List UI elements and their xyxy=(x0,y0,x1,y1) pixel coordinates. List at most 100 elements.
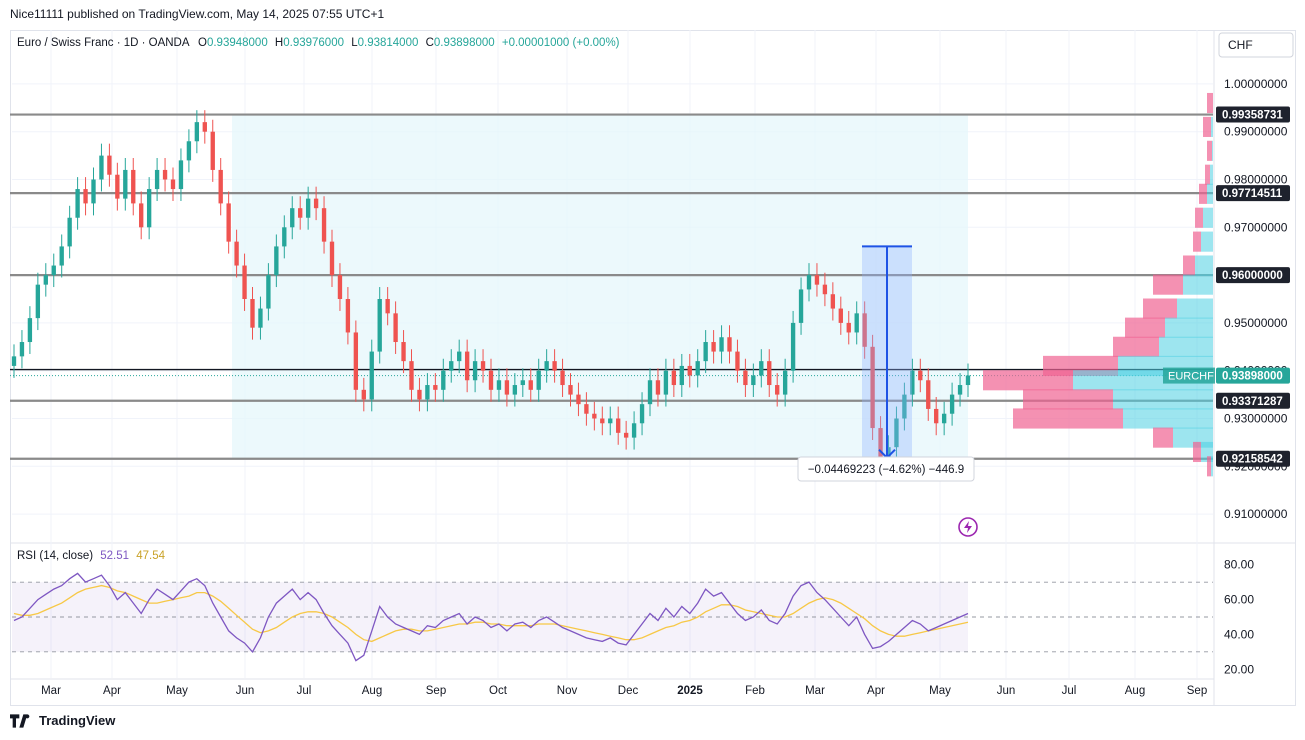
candle-body xyxy=(91,179,96,204)
x-tick-label: May xyxy=(166,685,188,697)
candle-body xyxy=(19,342,25,357)
legend-o-label: O xyxy=(198,37,207,49)
candle-body xyxy=(258,308,263,328)
volume-profile-down xyxy=(1207,140,1212,161)
symbol-tag: EURCHF xyxy=(1168,371,1214,383)
volume-profile-up xyxy=(1212,140,1213,161)
candle-body xyxy=(655,380,661,395)
x-tick-label: Aug xyxy=(1125,685,1145,697)
candle-body xyxy=(830,294,836,309)
legend-open: 0.93948000 xyxy=(207,37,268,49)
candle-body xyxy=(210,131,215,170)
candle-body xyxy=(202,122,207,132)
candle-body xyxy=(560,370,565,386)
candle-body xyxy=(226,203,231,242)
candle-body xyxy=(361,389,366,400)
legend-symbol: Euro / Swiss Franc · 1D · OANDA xyxy=(17,37,190,49)
volume-profile-down xyxy=(1193,441,1201,463)
candle-body xyxy=(759,361,764,376)
tradingview-logo-icon xyxy=(10,713,30,728)
rsi-tick-label: 80.00 xyxy=(1224,558,1254,572)
currency-button[interactable]: CHF xyxy=(1218,32,1294,58)
rsi-tick-label: 60.00 xyxy=(1224,593,1254,607)
x-tick-label: Aug xyxy=(362,685,382,697)
candle-body xyxy=(170,179,176,190)
candle-body xyxy=(115,174,120,199)
candle-body xyxy=(846,322,851,333)
level-price-label-bg xyxy=(1216,106,1290,123)
candle-body xyxy=(51,265,56,276)
rsi-legend-label: RSI (14, close) xyxy=(17,550,93,562)
current-price-label: 0.93898000 xyxy=(1222,371,1283,383)
x-tick-label: Sep xyxy=(1187,685,1207,697)
candle-body xyxy=(926,380,931,409)
candle-body xyxy=(321,208,327,242)
candle-body xyxy=(592,413,597,419)
candle-body xyxy=(329,241,335,276)
y-tick-label: 0.97000000 xyxy=(1224,220,1288,234)
candle-body xyxy=(472,361,478,381)
candle-body xyxy=(886,447,891,457)
candle-body xyxy=(345,299,351,333)
volume-profile-up xyxy=(1210,164,1213,185)
rsi-band-fill xyxy=(12,582,968,652)
level-price-label: 0.93371287 xyxy=(1222,396,1283,408)
candle-body xyxy=(631,423,637,438)
candle-body xyxy=(623,432,629,438)
footer-brand[interactable]: TradingView xyxy=(10,713,115,728)
candle-body xyxy=(313,198,319,209)
candle-body xyxy=(496,380,502,390)
candle-body xyxy=(639,404,645,424)
candle-body xyxy=(178,160,184,190)
y-tick-label: 0.99000000 xyxy=(1224,125,1288,139)
volume-profile-down xyxy=(1023,389,1113,410)
x-tick-label: Sep xyxy=(426,685,446,697)
current-price-label-bg xyxy=(1216,367,1290,384)
candle-body xyxy=(11,356,17,366)
x-tick-label: Jun xyxy=(236,685,255,697)
volume-profile-down xyxy=(983,370,1073,391)
candle-body xyxy=(377,299,382,352)
candle-body xyxy=(369,351,374,400)
candle-body xyxy=(194,122,200,142)
rsi-tick-label: 20.00 xyxy=(1224,662,1254,676)
x-tick-label: Dec xyxy=(618,685,639,697)
x-tick-label: Feb xyxy=(745,685,765,697)
range-zone xyxy=(232,114,968,459)
rsi-legend: RSI (14, close) 52.51 47.54 xyxy=(17,550,166,562)
candle-body xyxy=(409,361,414,390)
volume-profile-down xyxy=(1207,456,1211,477)
candle-body xyxy=(488,370,494,390)
candle-body xyxy=(727,337,732,352)
candle-body xyxy=(83,189,88,204)
candle-body xyxy=(242,265,247,299)
candle-body xyxy=(894,418,899,448)
level-price-label-bg xyxy=(1216,185,1290,202)
candle-body xyxy=(870,346,875,429)
legend-l-label: L xyxy=(351,37,358,49)
volume-profile-up xyxy=(1195,255,1213,276)
y-tick-label: 1.00000000 xyxy=(1224,77,1288,91)
candle-body xyxy=(949,394,955,414)
volume-profile-down xyxy=(1153,427,1173,448)
rsi-legend-value: 52.51 xyxy=(100,550,129,562)
candle-body xyxy=(775,385,780,395)
legend-h-label: H xyxy=(275,37,283,49)
candle-body xyxy=(290,208,295,228)
candle-body xyxy=(67,217,72,247)
candle-body xyxy=(616,418,621,433)
candle-body xyxy=(854,313,859,333)
candle-body xyxy=(433,385,438,390)
y-tick-label: 0.98000000 xyxy=(1224,173,1288,187)
flash-icon[interactable] xyxy=(958,517,978,537)
candle-body xyxy=(282,227,287,247)
symbol-tag-bg xyxy=(1163,367,1215,384)
candle-body xyxy=(902,394,907,419)
candle-body xyxy=(608,418,613,424)
x-tick-label: Nov xyxy=(557,685,578,697)
candle-body xyxy=(146,189,152,228)
candle-body xyxy=(250,299,255,328)
legend-c-label: C xyxy=(426,37,434,49)
candle-body xyxy=(790,322,796,371)
